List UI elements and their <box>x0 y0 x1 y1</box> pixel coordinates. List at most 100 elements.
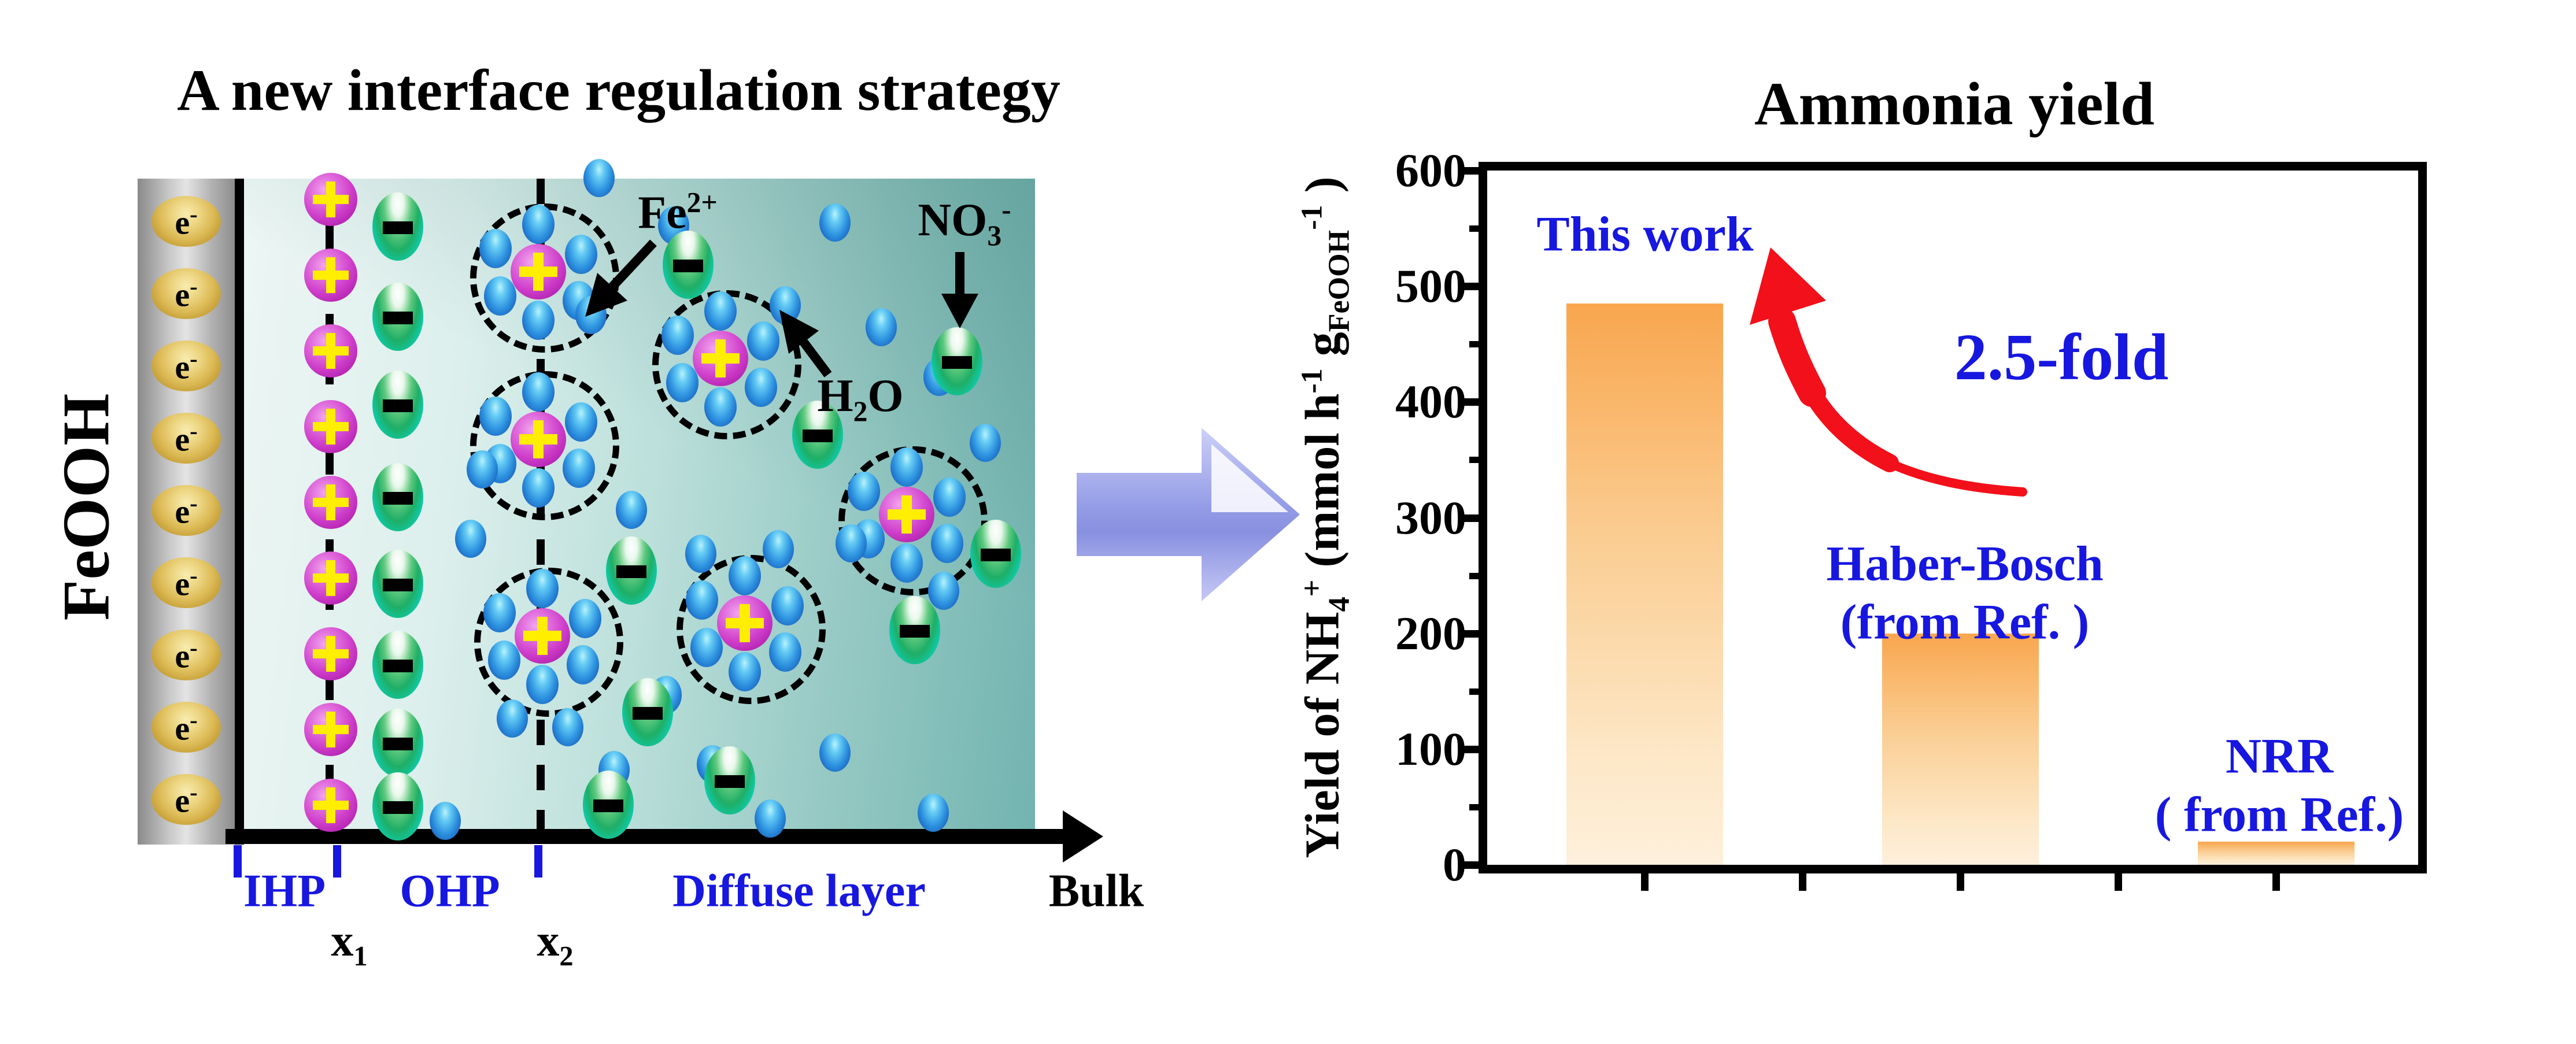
nitrate-label: NO3- <box>918 194 1011 251</box>
water-molecule <box>569 599 601 638</box>
water-molecule <box>526 569 559 608</box>
y-tick-label: 300 <box>1395 491 1466 544</box>
anion <box>372 709 423 777</box>
water-molecule <box>836 524 867 562</box>
water-molecule <box>770 286 801 324</box>
cation <box>717 595 773 651</box>
x-tick <box>2272 873 2280 891</box>
water-molecule <box>526 665 559 704</box>
cation <box>511 412 566 467</box>
electron: e- <box>151 630 221 680</box>
cation <box>304 703 357 756</box>
bar-this-work <box>1566 303 1723 865</box>
x-tick <box>1957 873 1964 891</box>
ihp-region-label: IHP <box>243 865 326 917</box>
y-major-tick <box>1460 167 1479 175</box>
water-molecule <box>931 524 963 563</box>
water-molecule <box>819 734 851 772</box>
x-tick <box>2115 873 2122 891</box>
bulk-region-label: Bulk <box>1048 865 1144 917</box>
water-molecule <box>467 450 498 488</box>
water-molecule <box>552 708 583 746</box>
water-molecule <box>686 580 718 620</box>
anion <box>663 231 714 299</box>
y-major-tick <box>1460 283 1479 291</box>
left-panel-title: A new interface regulation strategy <box>177 58 1060 123</box>
water-molecule <box>488 641 520 680</box>
water-molecule <box>933 477 966 517</box>
water-molecule <box>583 159 615 197</box>
water-molecule <box>483 593 516 632</box>
cation <box>511 244 566 299</box>
water-molecule <box>745 368 777 407</box>
bar-nrr <box>2198 841 2355 865</box>
water-molecule <box>928 572 959 610</box>
water-molecule <box>704 387 737 427</box>
electron-label: e- <box>175 201 198 242</box>
water-molecule <box>704 291 737 331</box>
water-molecule <box>565 402 597 442</box>
cation <box>515 608 570 664</box>
water-molecule <box>890 447 923 487</box>
anion <box>372 772 423 841</box>
x2-position-label: x2 <box>537 915 574 972</box>
cation <box>304 173 357 226</box>
y-tick-label: 600 <box>1395 144 1466 197</box>
bar-label: NRR( from Ref.) <box>2154 728 2404 842</box>
water-molecule <box>918 794 949 832</box>
distance-axis-line <box>226 829 1063 844</box>
anion <box>372 192 423 261</box>
y-major-tick <box>1460 745 1479 753</box>
y-minor-tick <box>1469 457 1479 464</box>
anion <box>704 746 755 815</box>
electron-label: e- <box>175 635 198 675</box>
water-molecule <box>866 308 897 346</box>
y-minor-tick <box>1469 688 1479 695</box>
anion <box>970 520 1021 588</box>
x-tick <box>1799 873 1806 891</box>
electron-label: e- <box>175 562 198 603</box>
axis-divider-tick <box>234 845 242 878</box>
water-molecule <box>522 205 555 244</box>
bar-label: Haber-Bosch (from Ref. ) <box>1826 535 2104 650</box>
cation <box>304 476 357 529</box>
electron: e- <box>151 196 221 247</box>
y-major-tick <box>1460 861 1479 869</box>
bar-label: This work <box>1536 206 1754 262</box>
x1-position-label: x1 <box>331 915 368 972</box>
cation <box>304 627 357 680</box>
electron: e- <box>151 413 221 464</box>
electron: e- <box>151 268 221 319</box>
water-molecule <box>563 449 595 488</box>
anion <box>372 371 423 439</box>
fold-annotation: 2.5-fold <box>1954 320 2169 394</box>
electron: e- <box>151 557 221 608</box>
anion <box>372 631 423 699</box>
water-molecule <box>729 556 761 595</box>
anion <box>583 771 634 839</box>
water-molecule <box>565 235 597 274</box>
water-molecule <box>729 652 761 691</box>
water-molecule <box>661 316 694 355</box>
cation <box>304 779 357 832</box>
electron-label: e- <box>175 707 198 747</box>
anion <box>622 678 673 746</box>
axis-divider-tick <box>333 845 341 878</box>
water-molecule <box>430 802 461 840</box>
y-tick-label: 400 <box>1395 375 1466 428</box>
chart-title: Ammonia yield <box>1754 70 2154 138</box>
y-major-tick <box>1460 514 1479 522</box>
electron: e- <box>151 774 221 825</box>
y-major-tick <box>1460 398 1479 406</box>
ohp-region-label: OHP <box>400 865 500 917</box>
water-molecule <box>479 229 512 268</box>
water-molecule <box>567 645 599 684</box>
anion <box>932 327 982 395</box>
anion <box>792 401 843 469</box>
water-molecule <box>479 397 512 436</box>
electron-label: e- <box>175 490 198 531</box>
axis-divider-tick <box>534 845 542 878</box>
water-molecule <box>848 472 880 511</box>
electrode-surface-line <box>235 179 244 845</box>
anion <box>889 596 940 664</box>
